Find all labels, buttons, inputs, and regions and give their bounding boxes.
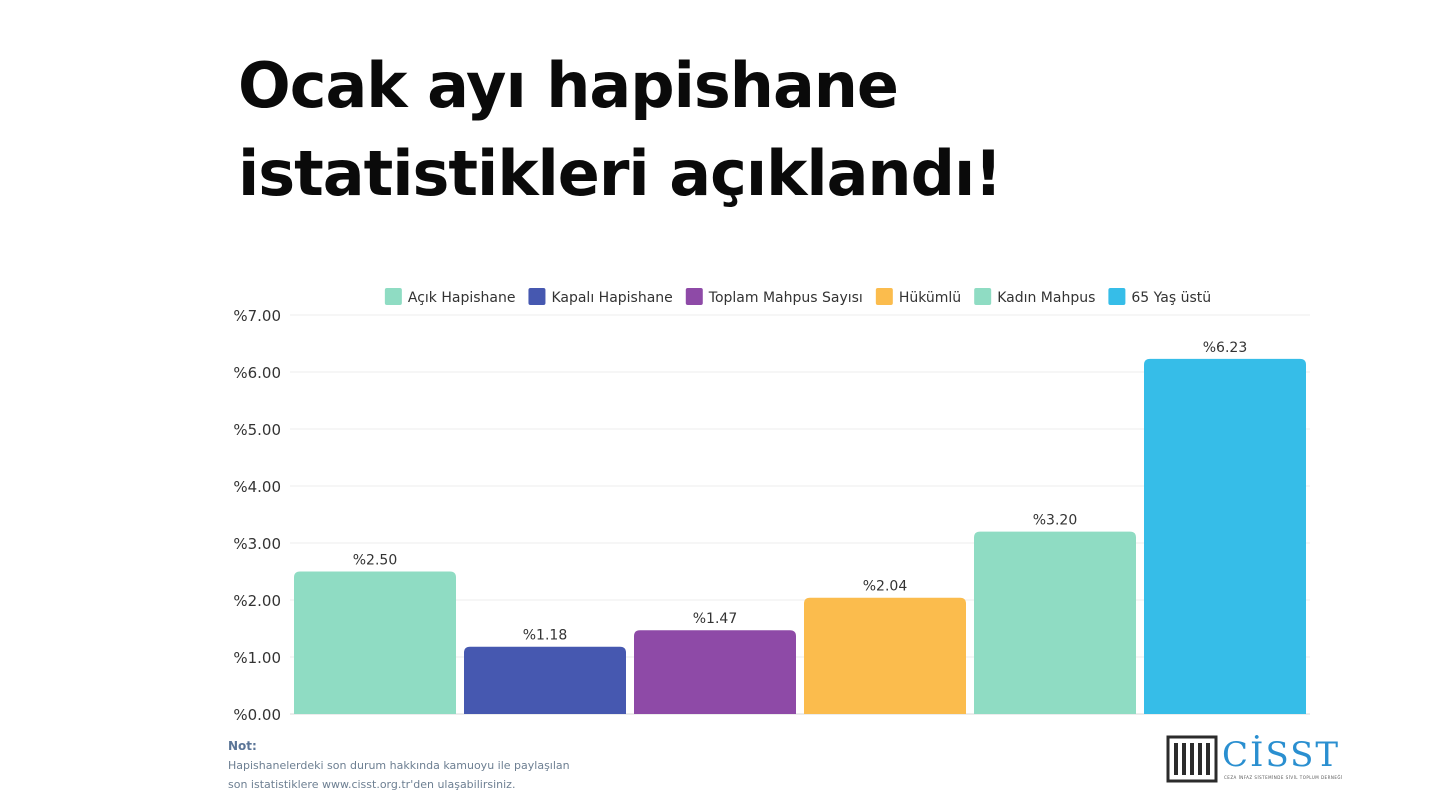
legend-item: Kapalı Hapishane: [528, 288, 673, 306]
logo-text: CİSST: [1222, 735, 1341, 775]
legend-item: Toplam Mahpus Sayısı: [685, 288, 863, 306]
legend-swatch: [974, 288, 992, 305]
footnote-line-2: son istatistiklere www.cisst.org.tr'den …: [228, 778, 516, 791]
footnote-line-1: Hapishanelerdeki son durum hakkında kamu…: [228, 759, 570, 772]
y-tick-label: %1.00: [233, 649, 281, 667]
chart-grid: [290, 314, 1310, 715]
bar-chart: Açık Hapishane Kapalı Hapishane Toplam Mah…: [233, 288, 1310, 724]
legend-swatch: [685, 288, 703, 305]
legend-label: Hükümlü: [899, 290, 961, 306]
y-tick-label: %0.00: [233, 706, 281, 724]
y-axis: %0.00 %1.00 %2.00 %3.00 %4.00 %5.00 %6.00 %7.00: [233, 307, 281, 724]
legend-item: Kadın Mahpus: [974, 288, 1095, 306]
chart-bars: [294, 358, 1306, 714]
legend-label: Kadın Mahpus: [997, 290, 1095, 306]
bar-value-label: %3.20: [1033, 513, 1077, 529]
bar: [294, 571, 456, 714]
y-tick-label: %4.00: [233, 478, 281, 496]
footnote: Not: Hapishanelerdeki son durum hakkında…: [228, 737, 570, 794]
title-line-2: istatistikleri açıklandı!: [238, 137, 1002, 210]
legend-item: Açık Hapishane: [384, 288, 516, 306]
legend-item: Hükümlü: [875, 288, 961, 306]
footnote-title: Not:: [228, 739, 257, 753]
bar: [634, 630, 796, 714]
bar-value-label: %1.47: [693, 611, 737, 627]
bar: [804, 597, 966, 714]
legend-label: Kapalı Hapishane: [551, 290, 672, 306]
chart-data-labels: %2.50 %1.18 %1.47 %2.04 %3.20 %6.23: [353, 340, 1247, 644]
cisst-logo: CİSST CEZA İNFAZ SİSTEMİNDE SİVİL TOPLUM…: [1166, 733, 1342, 787]
legend-swatch: [384, 288, 402, 305]
y-tick-label: %2.00: [233, 592, 281, 610]
y-tick-label: %5.00: [233, 421, 281, 439]
logo-subtitle: CEZA İNFAZ SİSTEMİNDE SİVİL TOPLUM DERNE…: [1224, 775, 1343, 780]
legend-item: 65 Yaş üstü: [1108, 288, 1211, 306]
bar: [464, 646, 626, 714]
legend-label: Toplam Mahpus Sayısı: [708, 290, 863, 306]
legend-swatch: [528, 288, 546, 305]
bar-value-label: %1.18: [523, 628, 567, 644]
legend-label: 65 Yaş üstü: [1131, 290, 1211, 306]
legend-swatch: [1108, 288, 1126, 305]
bar: [1144, 358, 1306, 714]
chart-legend: Açık Hapishane Kapalı Hapishane Toplam Mah…: [384, 288, 1211, 306]
page-title: Ocak ayı hapishane istatistikleri açıkla…: [238, 42, 1238, 218]
bar: [974, 531, 1136, 714]
legend-label: Açık Hapishane: [408, 290, 516, 306]
bar-value-label: %2.04: [863, 579, 908, 595]
y-tick-label: %7.00: [233, 307, 281, 325]
bar-value-label: %6.23: [1203, 340, 1247, 356]
y-tick-label: %3.00: [233, 535, 281, 553]
prison-bars-icon: [1166, 735, 1218, 783]
bar-value-label: %2.50: [353, 553, 397, 569]
y-tick-label: %6.00: [233, 364, 281, 382]
title-line-1: Ocak ayı hapishane: [238, 49, 899, 122]
legend-swatch: [875, 288, 893, 305]
